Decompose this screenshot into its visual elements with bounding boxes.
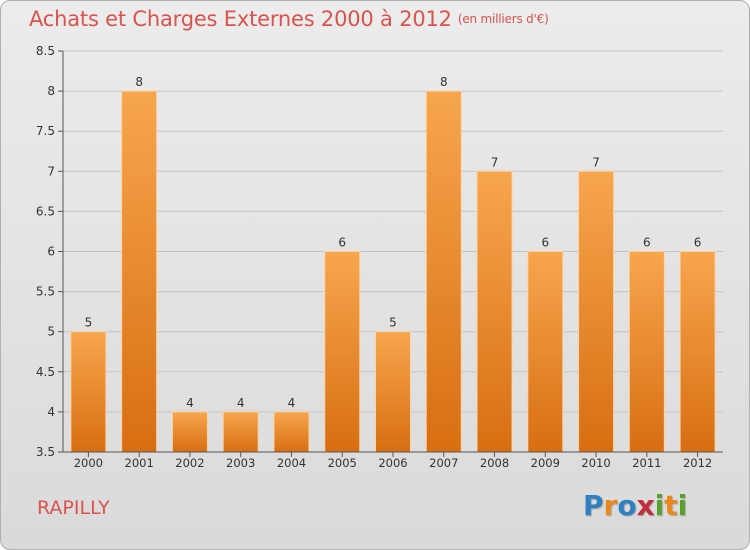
data-label: 6 — [338, 236, 346, 250]
logo-letter: x — [636, 489, 655, 522]
bar — [527, 251, 564, 453]
x-tick-label: 2007 — [429, 456, 458, 470]
x-tick-label: 2005 — [328, 456, 357, 470]
logo-letter: r — [603, 489, 618, 522]
chart-title: Achats et Charges Externes 2000 à 2012 (e… — [29, 7, 549, 31]
y-tick-label: 6.5 — [36, 204, 55, 218]
x-tick-label: 2000 — [74, 456, 103, 470]
data-label: 7 — [592, 155, 600, 169]
logo-letter: P — [583, 489, 604, 522]
x-tick-label: 2001 — [125, 456, 154, 470]
y-tick-label: 7.5 — [36, 124, 55, 138]
data-label: 4 — [186, 396, 194, 410]
data-label: 8 — [440, 75, 448, 89]
bars: 5 8 4 4 4 6 5 8 7 6 7 6 6 — [70, 75, 716, 453]
bar — [70, 331, 107, 453]
bar — [476, 170, 513, 453]
bar — [679, 251, 716, 453]
axes: 3.5 4 4.5 5 5.5 6 6.5 7 7.5 8 8.5 2000 2001 2002 2003 2… — [36, 44, 723, 470]
y-tick-label: 7 — [47, 164, 55, 178]
y-tick-label: 3.5 — [36, 445, 55, 459]
bar — [425, 90, 462, 453]
x-tick-label: 2003 — [226, 456, 255, 470]
x-tick-label: 2002 — [175, 456, 204, 470]
bar — [273, 411, 310, 453]
x-tick-label: 2009 — [531, 456, 560, 470]
bar — [222, 411, 259, 453]
data-label: 8 — [135, 75, 143, 89]
bar — [171, 411, 208, 453]
y-tick-label: 5.5 — [36, 285, 55, 299]
data-label: 4 — [288, 396, 296, 410]
y-tick-label: 8 — [47, 84, 55, 98]
logo-letter: o — [617, 489, 637, 522]
data-label: 7 — [491, 155, 499, 169]
x-tick-label: 2011 — [632, 456, 661, 470]
bar — [578, 170, 615, 453]
y-tick-label: 5 — [47, 325, 55, 339]
proxiti-logo: Proxiti — [583, 489, 687, 522]
y-tick-label: 6 — [47, 245, 55, 259]
logo-letter: i — [677, 489, 688, 522]
x-tick-label: 2010 — [581, 456, 610, 470]
y-tick-label: 4.5 — [36, 365, 55, 379]
commune-name: RAPILLY — [37, 497, 110, 519]
bar — [628, 251, 665, 453]
chart-title-unit: (en milliers d'€) — [457, 12, 549, 26]
data-label: 6 — [541, 236, 549, 250]
data-label: 5 — [85, 316, 93, 330]
y-tick-label: 8.5 — [36, 44, 55, 58]
bar — [324, 251, 361, 453]
bar — [375, 331, 411, 453]
x-tick-label: 2012 — [683, 456, 712, 470]
x-tick-label: 2004 — [277, 456, 306, 470]
bar — [121, 90, 158, 453]
y-tick-label: 4 — [47, 405, 55, 419]
logo-letter: t — [664, 489, 678, 522]
x-tick-label: 2008 — [480, 456, 509, 470]
data-label: 6 — [643, 236, 651, 250]
chart-title-main: Achats et Charges Externes 2000 à 2012 — [29, 7, 452, 31]
x-tick-label: 2006 — [378, 456, 407, 470]
data-label: 6 — [694, 236, 702, 250]
data-label: 5 — [389, 316, 397, 330]
logo-letter: i — [654, 489, 665, 522]
data-label: 4 — [237, 396, 245, 410]
